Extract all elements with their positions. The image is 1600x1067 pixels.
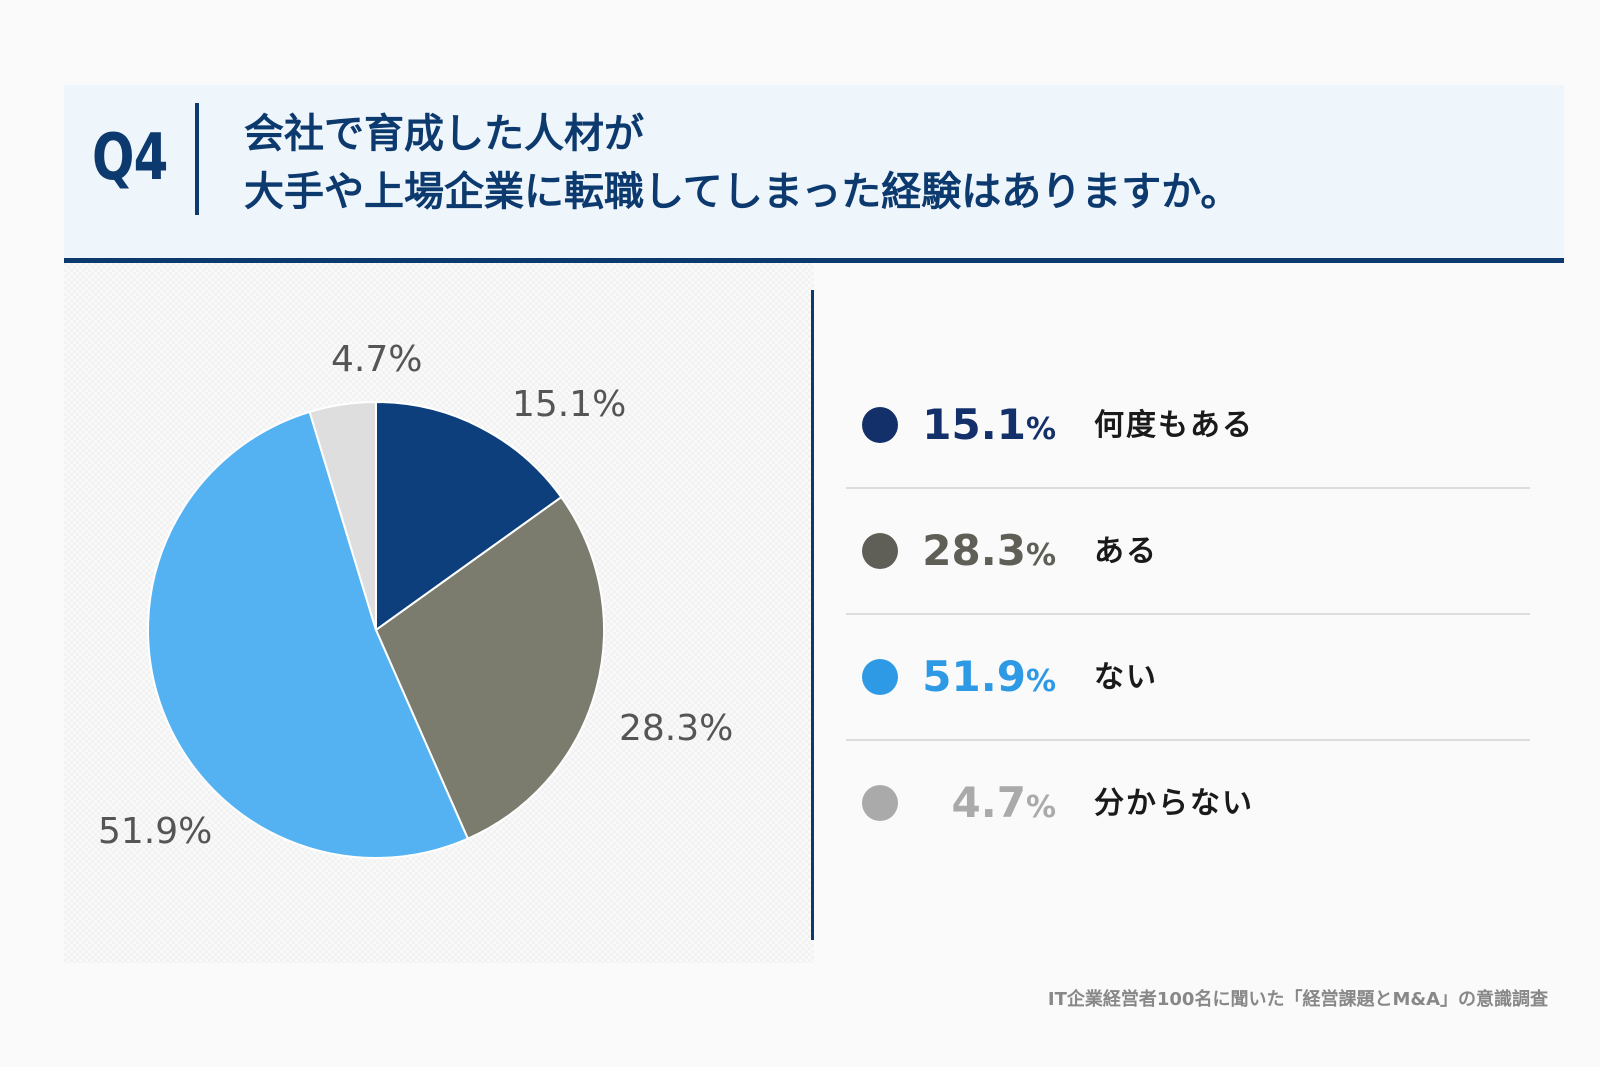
legend-unit: % (1025, 412, 1056, 447)
question-number: Q4 (92, 121, 168, 195)
legend-number: 28.3 (922, 526, 1026, 575)
pie-chart: 15.1% 28.3% 51.9% 4.7% (98, 339, 733, 859)
legend-row: 4.7% 分からない (846, 741, 1530, 865)
legend-value: 28.3% (906, 525, 1056, 582)
pie-slice-label: 15.1% (512, 384, 626, 425)
legend-dot (862, 407, 898, 443)
pie-slice-label: 28.3% (619, 708, 733, 749)
legend-row: 51.9% ない (846, 615, 1530, 741)
legend-unit: % (1025, 538, 1056, 573)
legend-label: ある (1094, 534, 1158, 569)
legend-unit: % (1025, 664, 1056, 699)
panel-divider (811, 290, 814, 940)
question-line-2: 大手や上場企業に転職してしまった経験はありますか。 (244, 169, 1241, 215)
chart-panel: 15.1% 28.3% 51.9% 4.7% (64, 263, 814, 963)
legend-label: ない (1094, 660, 1158, 695)
pie-slice-label: 4.7% (331, 339, 422, 380)
legend-dot (862, 659, 898, 695)
legend-number: 51.9 (922, 652, 1026, 701)
question-line-1: 会社で育成した人材が (244, 111, 644, 157)
question-text: 会社で育成した人材が 大手や上場企業に転職してしまった経験はありますか。 (244, 105, 1240, 221)
pie-slice (375, 400, 563, 632)
legend-dot (862, 785, 898, 821)
legend-unit: % (1025, 790, 1056, 825)
question-header: Q4 会社で育成した人材が 大手や上場企業に転職してしまった経験はありますか。 (64, 85, 1564, 263)
pie-slice (308, 400, 377, 631)
legend-value: 51.9% (906, 651, 1056, 708)
legend-label: 分からない (1094, 786, 1254, 821)
pie-slice-label: 51.9% (98, 811, 212, 852)
pie-slice (147, 410, 470, 859)
legend-dot (862, 533, 898, 569)
legend-label: 何度もある (1094, 408, 1254, 443)
legend-number: 4.7 (951, 778, 1026, 827)
header-divider (195, 103, 199, 215)
source-note: IT企業経営者100名に聞いた「経営課題とM&A」の意識調査 (1047, 989, 1548, 1010)
legend: 15.1% 何度もある 28.3% ある 51.9% ない 4.7% 分からない (846, 363, 1530, 865)
legend-row: 15.1% 何度もある (846, 363, 1530, 489)
pie-slice (374, 495, 605, 840)
legend-value: 4.7% (906, 777, 1056, 834)
legend-number: 15.1 (922, 400, 1026, 449)
legend-value: 15.1% (906, 399, 1056, 456)
legend-row: 28.3% ある (846, 489, 1530, 615)
